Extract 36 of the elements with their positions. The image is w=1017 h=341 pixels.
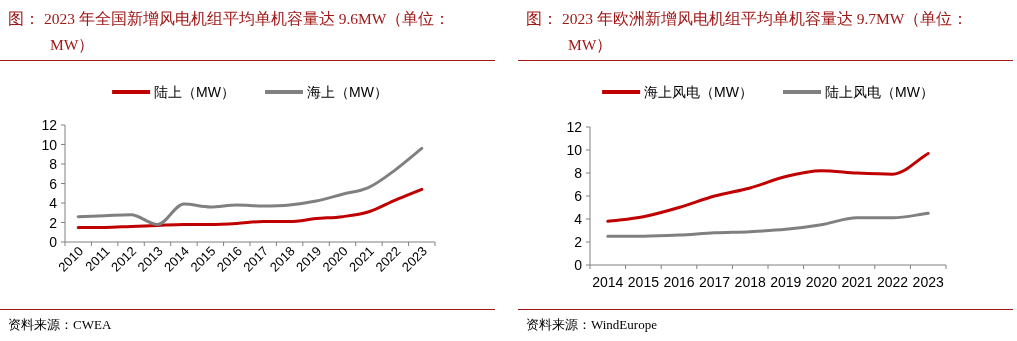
y-tick-label: 4 bbox=[574, 211, 583, 227]
x-tick-label: 2020 bbox=[805, 274, 838, 290]
text: 资料来源：WindEurope bbox=[526, 316, 657, 334]
x-tick-label: 2014 bbox=[592, 274, 624, 290]
y-tick-label: 12 bbox=[41, 117, 58, 133]
x-tick-label: 2018 bbox=[734, 274, 766, 290]
y-tick-label: 6 bbox=[49, 175, 58, 192]
y-tick-label: 2 bbox=[574, 234, 583, 250]
legend-label: 陆上风电（MW） bbox=[825, 84, 934, 100]
x-tick-label: 2015 bbox=[627, 274, 660, 290]
line-series bbox=[76, 146, 424, 226]
legend-label: 陆上（MW） bbox=[154, 84, 235, 100]
y-tick-label: 6 bbox=[574, 188, 583, 204]
legend-label: 海上（MW） bbox=[307, 84, 388, 100]
y-tick-label: 2 bbox=[49, 214, 58, 231]
x-tick-label: 2021 bbox=[841, 274, 873, 290]
x-tick-label: 2017 bbox=[699, 274, 731, 290]
y-tick-label: 10 bbox=[566, 142, 583, 158]
y-tick-label: 8 bbox=[574, 165, 583, 181]
line-series bbox=[606, 151, 930, 223]
line-series bbox=[606, 211, 930, 238]
line-series bbox=[76, 187, 424, 229]
x-tick-label: 2016 bbox=[663, 274, 695, 290]
y-tick-label: 0 bbox=[574, 257, 583, 273]
y-tick-label: 4 bbox=[49, 195, 58, 211]
x-tick-label: 2023 bbox=[912, 274, 944, 290]
text: 资料来源：CWEA bbox=[8, 316, 112, 334]
y-tick-label: 12 bbox=[566, 119, 583, 135]
y-tick-label: 8 bbox=[49, 156, 58, 172]
chart-title: 图： 2023 年欧洲新增风电机组平均单机容量达 9.7MW（单位：MW） bbox=[526, 9, 970, 55]
y-tick-label: 0 bbox=[49, 234, 58, 250]
y-tick-label: 10 bbox=[41, 136, 58, 153]
x-tick-label: 2022 bbox=[877, 274, 909, 290]
x-tick-label: 2019 bbox=[770, 274, 802, 290]
legend-label: 海上风电（MW） bbox=[644, 84, 753, 100]
chart-title: 图： 2023 年全国新增风电机组平均单机容量达 9.6MW（单位：MW） bbox=[8, 9, 452, 55]
